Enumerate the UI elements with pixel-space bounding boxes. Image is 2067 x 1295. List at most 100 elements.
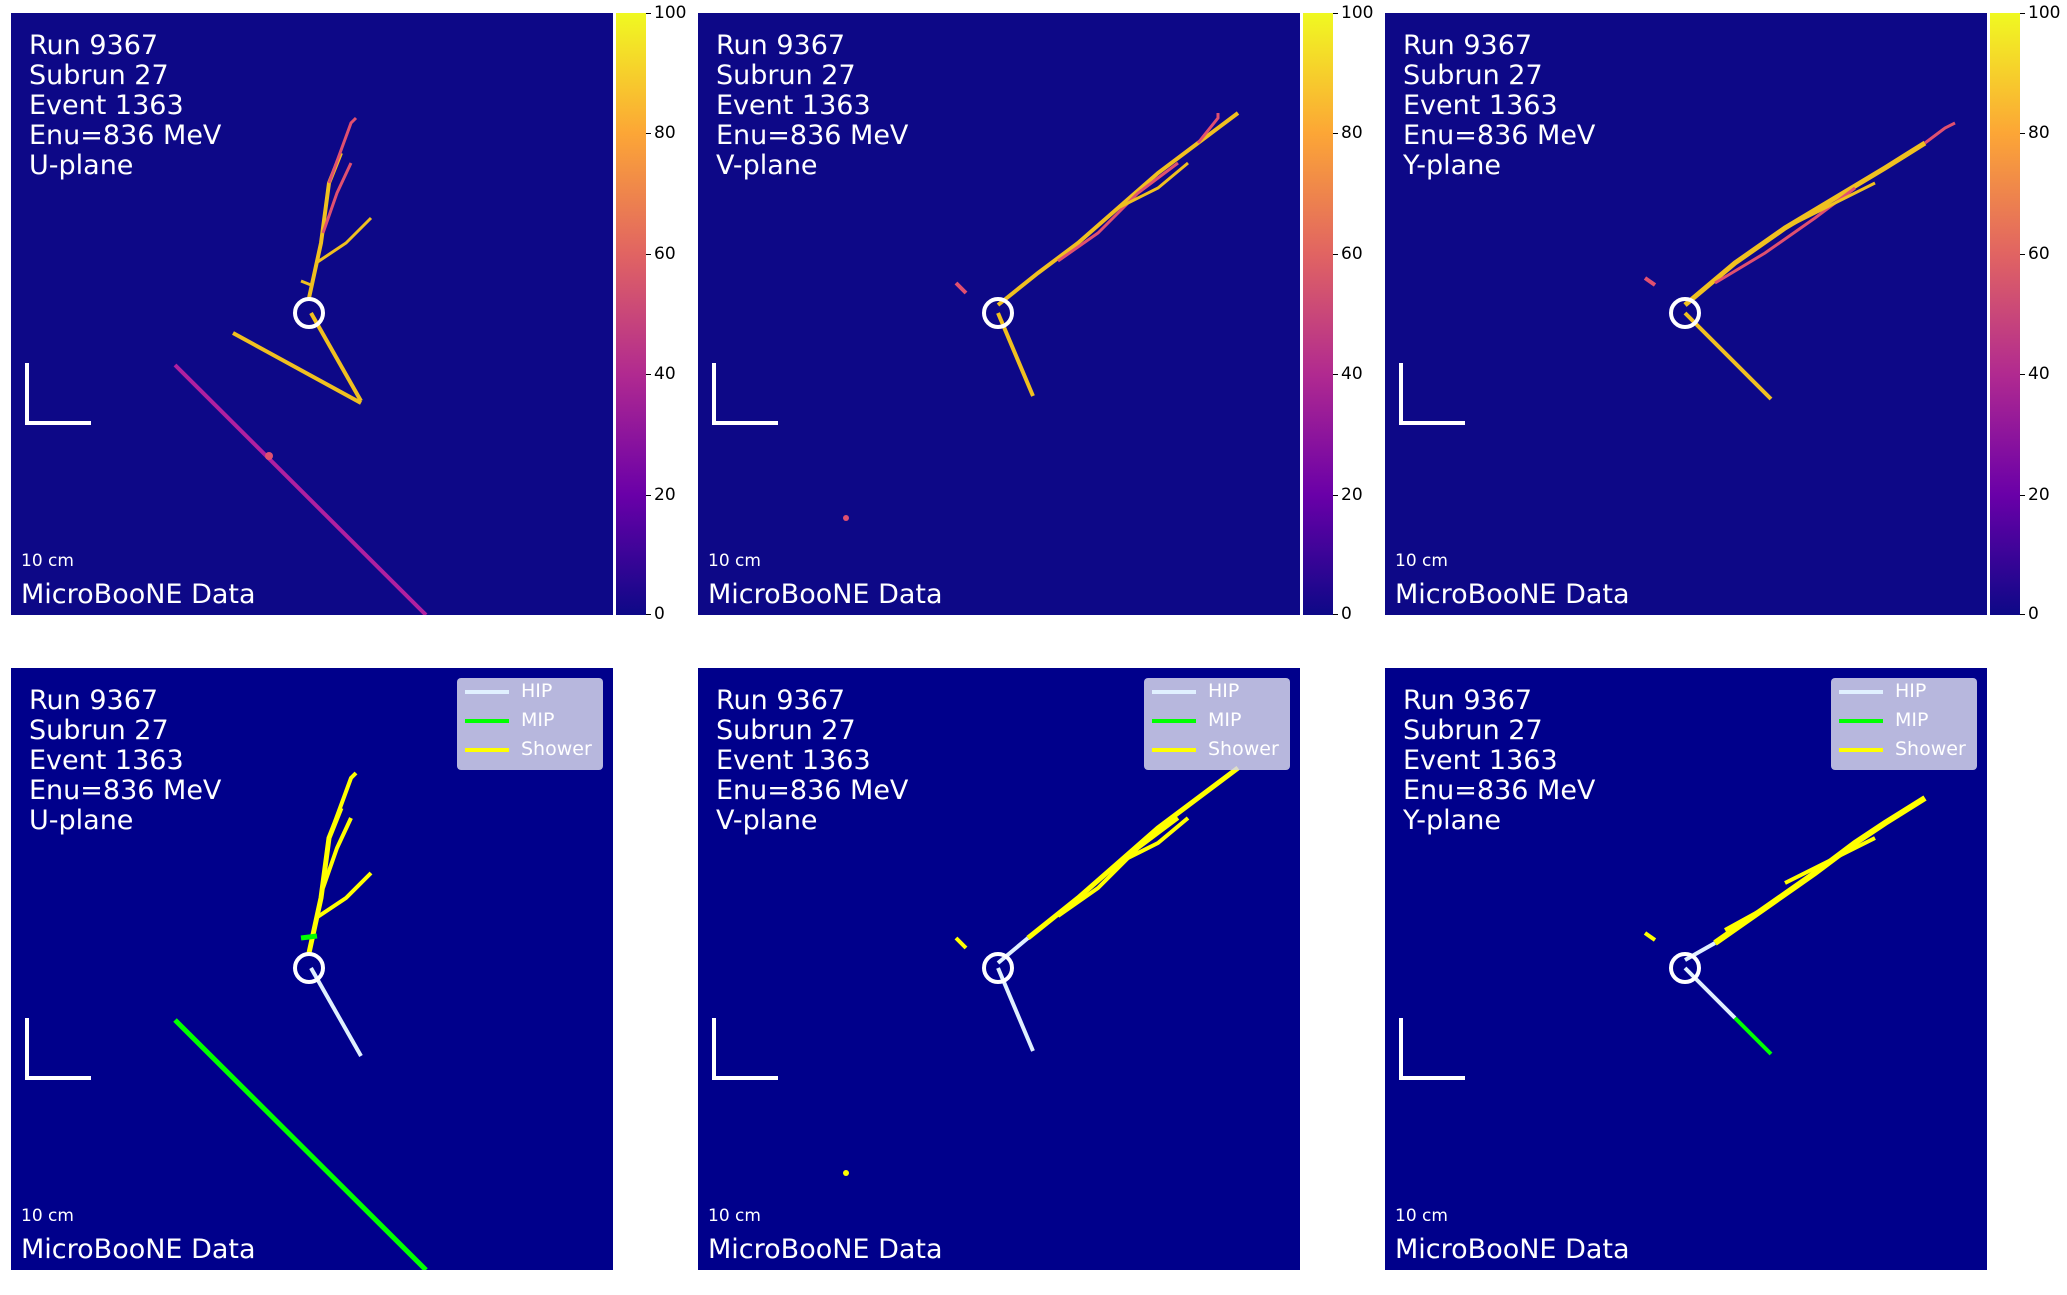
colorbar-tick: 0	[2028, 604, 2039, 624]
event-info: Run 9367 Subrun 27 Event 1363 Enu=836 Me…	[716, 31, 908, 181]
plane-label: U-plane	[29, 805, 134, 836]
colorbar-tick: 60	[654, 244, 676, 264]
colorbar-gradient	[1303, 13, 1333, 615]
data-label: MicroBooNE Data	[21, 1234, 256, 1265]
legend-label: Shower	[521, 738, 592, 760]
plane-label: Y-plane	[1403, 150, 1501, 181]
event-info: Run 9367 Subrun 27 Event 1363 Enu=836 Me…	[1403, 686, 1595, 836]
legend-item-mip: MIP	[457, 707, 603, 735]
event-label: Event 1363	[1403, 90, 1558, 121]
legend-item-hip: HIP	[457, 678, 603, 706]
colorbar-tick: 0	[1341, 604, 1352, 624]
legend-label: Shower	[1895, 738, 1966, 760]
enu-label: Enu=836 MeV	[1403, 120, 1596, 151]
legend-label: Shower	[1208, 738, 1279, 760]
run-label: Run 9367	[1403, 30, 1533, 61]
charge-image	[11, 13, 613, 615]
legend-swatch	[1839, 748, 1883, 752]
legend-label: MIP	[1208, 709, 1242, 731]
legend-swatch	[1839, 690, 1883, 694]
run-label: Run 9367	[1403, 685, 1533, 716]
colorbar-tick: 40	[654, 364, 676, 384]
legend-swatch	[1152, 748, 1196, 752]
colorbar-tick: 40	[2028, 364, 2050, 384]
colorbar: 100 80 60 40 20 0	[1990, 3, 2060, 624]
scale-bar-label: 10 cm	[708, 551, 761, 571]
panel-top-v: Run 9367 Subrun 27 Event 1363 Enu=836 Me…	[698, 13, 1300, 615]
event-label: Event 1363	[1403, 745, 1558, 776]
colorbar-tick: 20	[2028, 485, 2050, 505]
data-label: MicroBooNE Data	[1395, 1234, 1630, 1265]
enu-label: Enu=836 MeV	[716, 120, 909, 151]
colorbar-tick: 40	[1341, 364, 1363, 384]
event-label: Event 1363	[29, 90, 184, 121]
enu-label: Enu=836 MeV	[716, 775, 909, 806]
colorbar-tick: 100	[1341, 3, 1374, 23]
event-info: Run 9367 Subrun 27 Event 1363 Enu=836 Me…	[1403, 31, 1595, 181]
subrun-label: Subrun 27	[716, 60, 856, 91]
plane-label: Y-plane	[1403, 805, 1501, 836]
colorbar-gradient	[616, 13, 646, 615]
colorbar-tick: 80	[654, 123, 676, 143]
colorbar-tick: 60	[2028, 244, 2050, 264]
charge-image	[1385, 13, 1987, 615]
subrun-label: Subrun 27	[29, 715, 169, 746]
event-label: Event 1363	[716, 90, 871, 121]
scale-bar-label: 10 cm	[708, 1206, 761, 1226]
legend-label: HIP	[1208, 680, 1240, 702]
legend-item-shower: Shower	[1831, 736, 1977, 764]
legend-label: MIP	[521, 709, 555, 731]
colorbar: 100 80 60 40 20 0	[1303, 3, 1373, 624]
colorbar-tick: 80	[1341, 123, 1363, 143]
colorbar-tick: 0	[654, 604, 665, 624]
panel-bottom-y: Run 9367 Subrun 27 Event 1363 Enu=836 Me…	[1385, 668, 1987, 1270]
legend-label: MIP	[1895, 709, 1929, 731]
event-info: Run 9367 Subrun 27 Event 1363 Enu=836 Me…	[716, 686, 908, 836]
run-label: Run 9367	[29, 685, 159, 716]
legend: HIP MIP Shower	[1144, 678, 1290, 770]
enu-label: Enu=836 MeV	[29, 775, 222, 806]
legend-item-shower: Shower	[1144, 736, 1290, 764]
colorbar-tick: 20	[1341, 485, 1363, 505]
scale-bar-label: 10 cm	[21, 551, 74, 571]
scale-bar-label: 10 cm	[1395, 551, 1448, 571]
enu-label: Enu=836 MeV	[29, 120, 222, 151]
legend-label: HIP	[1895, 680, 1927, 702]
data-label: MicroBooNE Data	[708, 579, 943, 610]
colorbar: 100 80 60 40 20 0	[616, 3, 686, 624]
run-label: Run 9367	[716, 685, 846, 716]
plane-label: V-plane	[716, 805, 818, 836]
legend-label: HIP	[521, 680, 553, 702]
legend-item-mip: MIP	[1144, 707, 1290, 735]
legend-item-hip: HIP	[1831, 678, 1977, 706]
panel-bottom-v: Run 9367 Subrun 27 Event 1363 Enu=836 Me…	[698, 668, 1300, 1270]
plane-label: V-plane	[716, 150, 818, 181]
panel-top-u: Run 9367 Subrun 27 Event 1363 Enu=836 Me…	[11, 13, 613, 615]
event-info: Run 9367 Subrun 27 Event 1363 Enu=836 Me…	[29, 31, 221, 181]
data-label: MicroBooNE Data	[708, 1234, 943, 1265]
legend-swatch	[1152, 719, 1196, 723]
scale-bar-label: 10 cm	[21, 1206, 74, 1226]
plane-label: U-plane	[29, 150, 134, 181]
legend-swatch	[465, 748, 509, 752]
subrun-label: Subrun 27	[29, 60, 169, 91]
data-label: MicroBooNE Data	[1395, 579, 1630, 610]
colorbar-tick: 20	[654, 485, 676, 505]
enu-label: Enu=836 MeV	[1403, 775, 1596, 806]
event-label: Event 1363	[29, 745, 184, 776]
colorbar-tick: 100	[654, 3, 687, 23]
legend-swatch	[465, 690, 509, 694]
scale-bar-label: 10 cm	[1395, 1206, 1448, 1226]
event-label: Event 1363	[716, 745, 871, 776]
legend-item-mip: MIP	[1831, 707, 1977, 735]
colorbar-tick: 100	[2028, 3, 2061, 23]
charge-image	[698, 13, 1300, 615]
subrun-label: Subrun 27	[716, 715, 856, 746]
legend-swatch	[1152, 690, 1196, 694]
legend-item-hip: HIP	[1144, 678, 1290, 706]
run-label: Run 9367	[29, 30, 159, 61]
subrun-label: Subrun 27	[1403, 60, 1543, 91]
legend-swatch	[465, 719, 509, 723]
data-label: MicroBooNE Data	[21, 579, 256, 610]
legend: HIP MIP Shower	[457, 678, 603, 770]
